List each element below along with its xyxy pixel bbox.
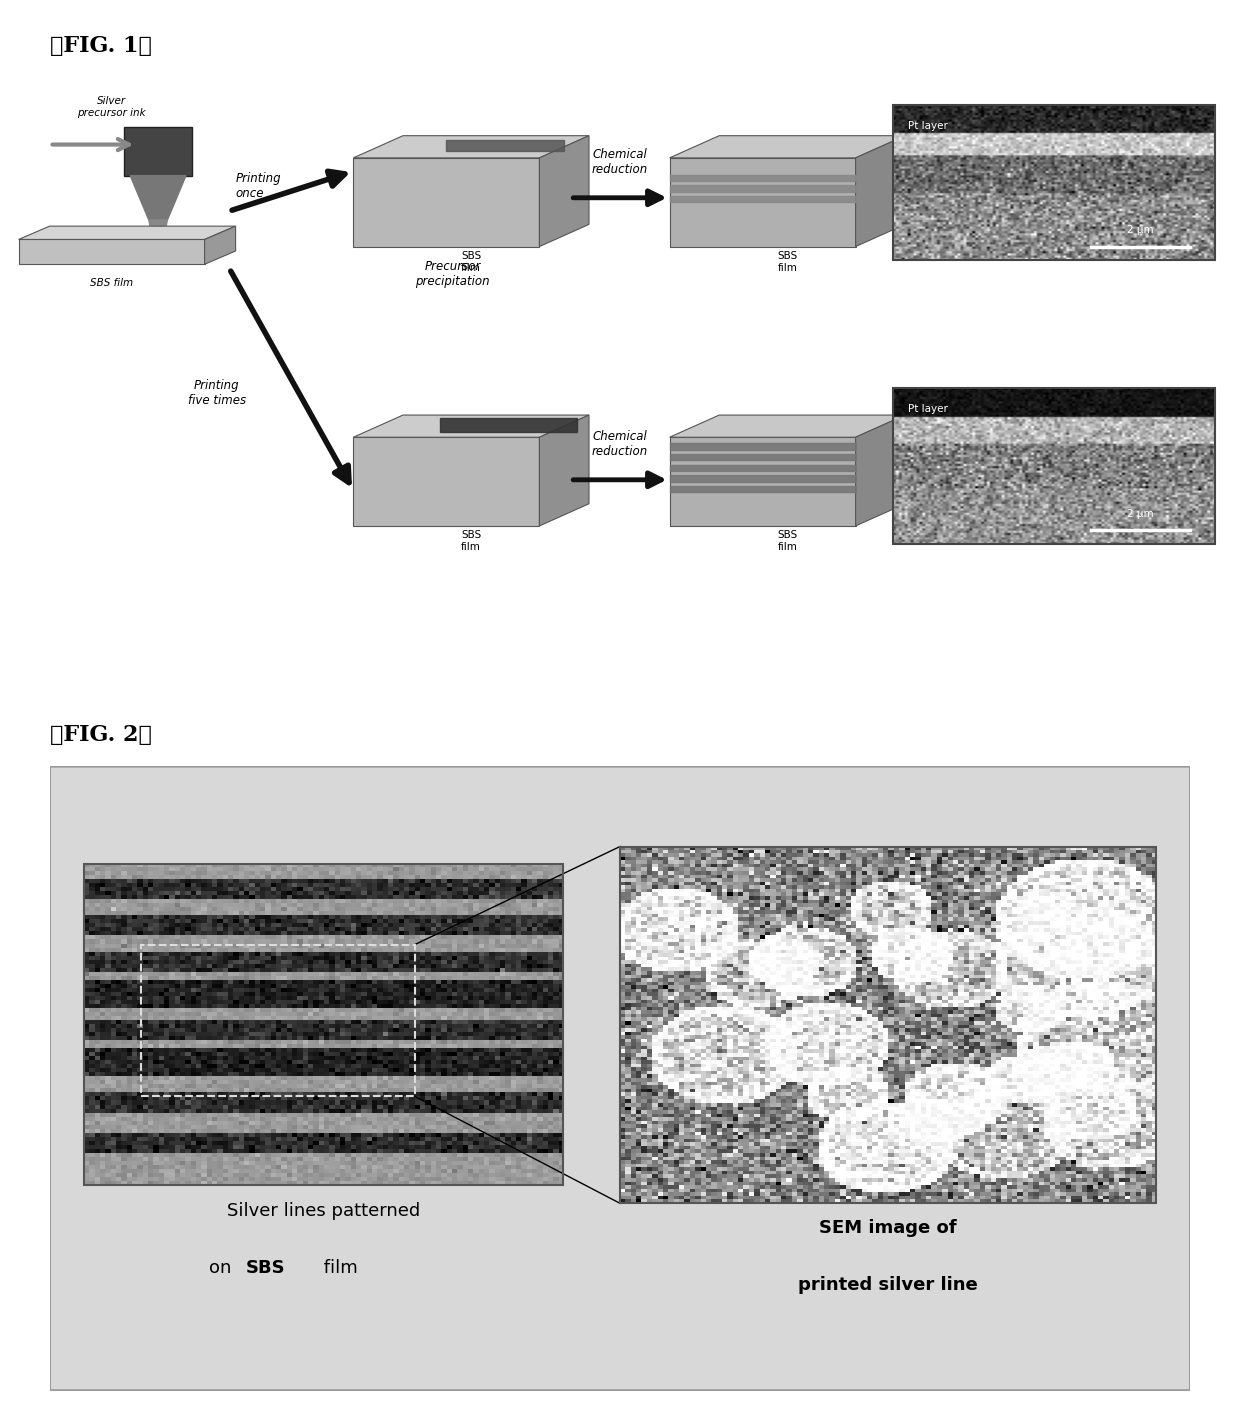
Polygon shape [856, 414, 905, 526]
Text: SBS film: SBS film [91, 278, 133, 288]
Text: Chemical
reduction: Chemical reduction [591, 148, 649, 176]
Polygon shape [19, 226, 236, 240]
Bar [141, 945, 414, 1097]
Bar [124, 126, 192, 176]
Polygon shape [856, 136, 905, 247]
Polygon shape [353, 437, 539, 526]
Polygon shape [19, 240, 205, 264]
Text: SBS
film: SBS film [461, 531, 481, 552]
Bar [620, 847, 1156, 1203]
Text: on: on [210, 1259, 237, 1277]
Text: Printing
five times: Printing five times [188, 379, 246, 407]
Polygon shape [149, 220, 167, 251]
Text: 【FIG. 1】: 【FIG. 1】 [50, 35, 151, 58]
Polygon shape [130, 176, 186, 220]
Text: SBS
film: SBS film [461, 251, 481, 272]
Polygon shape [670, 136, 905, 158]
Polygon shape [539, 136, 589, 247]
Text: 【FIG. 2】: 【FIG. 2】 [50, 724, 151, 746]
Text: 2 μm: 2 μm [1127, 226, 1154, 236]
Text: Silver lines patterned: Silver lines patterned [227, 1202, 420, 1219]
Text: film: film [317, 1259, 357, 1277]
Polygon shape [440, 417, 577, 431]
Bar [84, 864, 563, 1185]
Polygon shape [446, 140, 564, 150]
Text: SBS
film: SBS film [777, 251, 797, 272]
Text: SEM image of: SEM image of [820, 1219, 957, 1237]
Text: Pt layer: Pt layer [908, 404, 947, 414]
Text: SBS: SBS [246, 1259, 285, 1277]
Text: printed silver line: printed silver line [799, 1277, 978, 1294]
Text: SBS
film: SBS film [777, 531, 797, 552]
Text: Silver
precursor ink: Silver precursor ink [77, 96, 146, 118]
Text: 2 μm: 2 μm [1127, 509, 1154, 519]
Bar [893, 389, 1215, 543]
Polygon shape [670, 414, 905, 437]
Polygon shape [670, 158, 856, 247]
Polygon shape [205, 226, 236, 264]
Polygon shape [670, 437, 856, 526]
Polygon shape [353, 414, 589, 437]
Polygon shape [353, 136, 589, 158]
Text: Printing
once: Printing once [236, 172, 281, 200]
Text: Chemical
reduction: Chemical reduction [591, 430, 649, 457]
Polygon shape [539, 414, 589, 526]
Text: Precursor
precipitation: Precursor precipitation [415, 260, 490, 288]
Text: Pt layer: Pt layer [908, 121, 947, 131]
Polygon shape [353, 158, 539, 247]
Bar [893, 105, 1215, 260]
FancyBboxPatch shape [50, 766, 1190, 1391]
